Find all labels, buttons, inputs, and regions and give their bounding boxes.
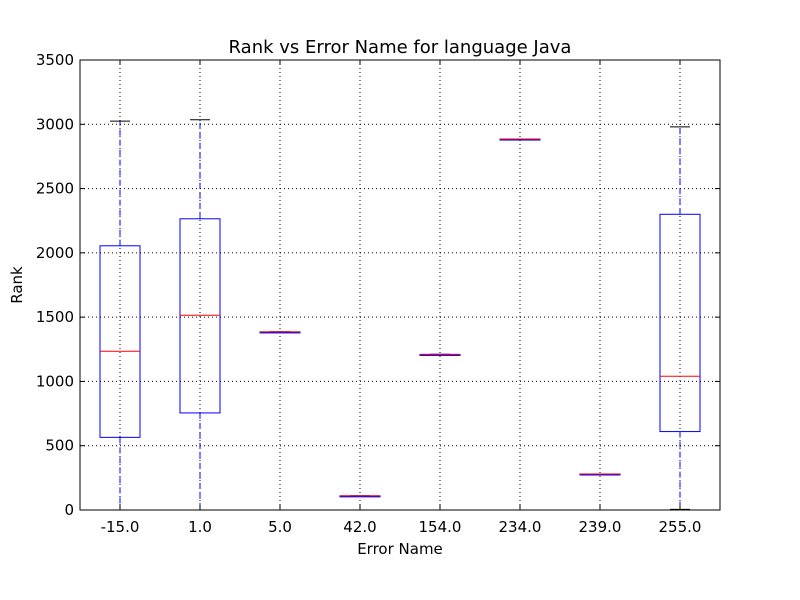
x-tick-label: 42.0 <box>343 518 376 536</box>
box-42.0 <box>339 495 381 498</box>
axis-ticks: 0 500 1000 1500 2000 2500 3000 3500 -15.0 1.0 5.0 4… <box>36 51 720 536</box>
box-234.0 <box>499 138 541 141</box>
interquartile-box <box>659 213 701 433</box>
x-axis-label: Error Name <box>357 540 443 558</box>
y-tick-label: 2000 <box>36 244 74 262</box>
plot-area-frame <box>79 59 721 511</box>
box-1.0 <box>179 119 221 511</box>
box-5.0 <box>259 331 301 334</box>
interquartile-box <box>179 218 221 414</box>
y-axis-label: Rank <box>8 266 26 304</box>
x-tick-label: 234.0 <box>499 518 542 536</box>
y-tick-label: 1000 <box>36 372 74 390</box>
box-255.0 <box>659 126 701 510</box>
interquartile-box <box>99 245 141 438</box>
y-tick-label: 2500 <box>36 180 74 198</box>
y-tick-label: 3500 <box>36 51 74 69</box>
x-tick-label: 154.0 <box>419 518 462 536</box>
box-154.0 <box>419 353 461 356</box>
x-tick-label: 1.0 <box>188 518 212 536</box>
grid-lines <box>80 60 720 510</box>
box-series <box>99 119 701 511</box>
x-tick-label: 5.0 <box>268 518 292 536</box>
y-tick-label: 3000 <box>36 115 74 133</box>
x-tick-label: 239.0 <box>579 518 622 536</box>
x-tick-label: 255.0 <box>659 518 702 536</box>
box--15.0 <box>99 120 141 511</box>
box-239.0 <box>579 473 621 476</box>
y-tick-label: 0 <box>64 501 74 519</box>
x-tick-label: -15.0 <box>101 518 140 536</box>
chart-title: Rank vs Error Name for language Java <box>229 37 572 58</box>
y-tick-label: 500 <box>45 437 74 455</box>
y-tick-label: 1500 <box>36 308 74 326</box>
